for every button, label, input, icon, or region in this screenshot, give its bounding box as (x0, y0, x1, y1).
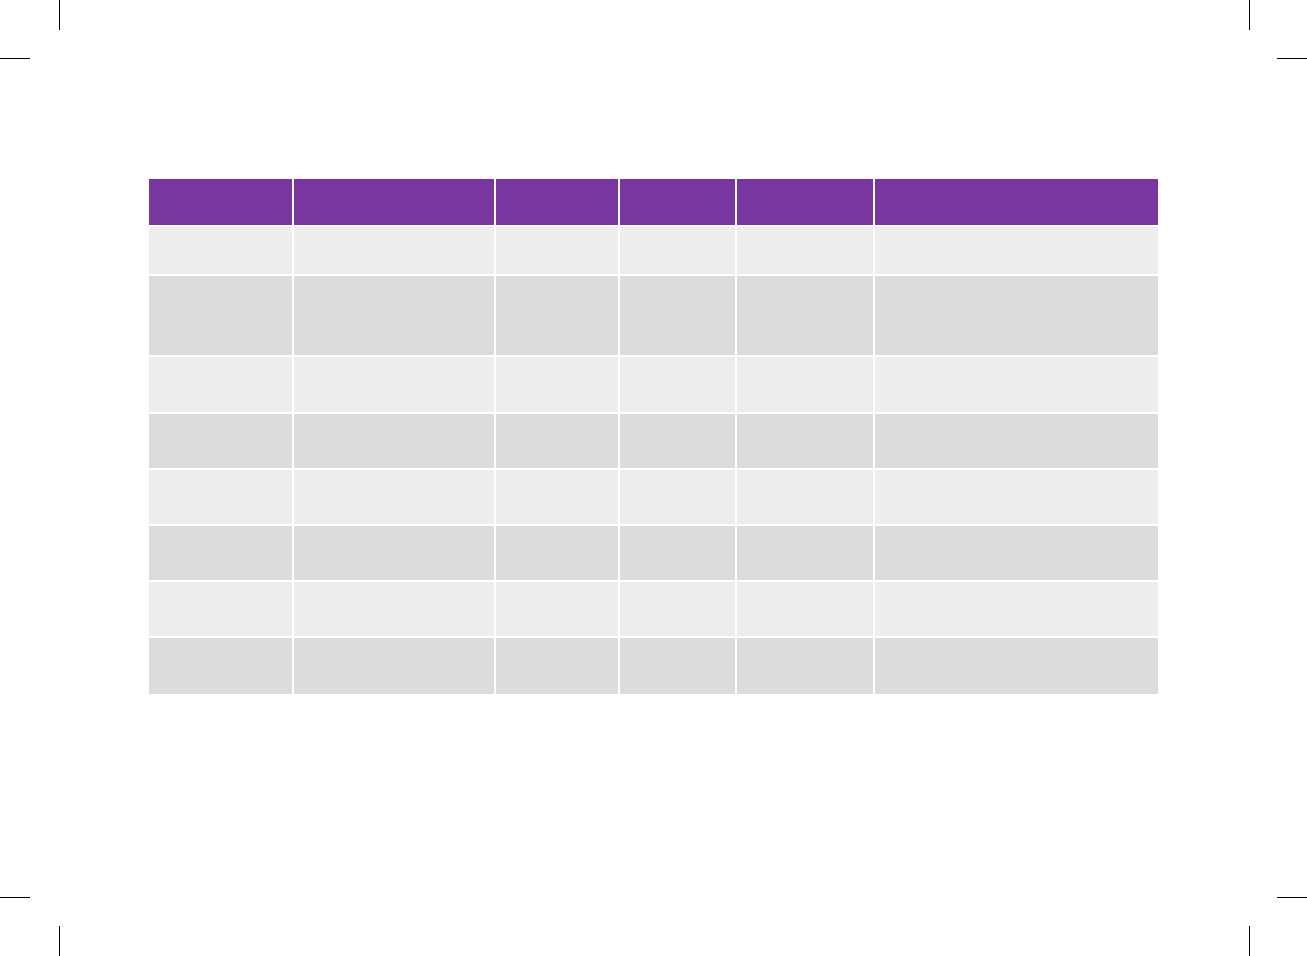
table-row (149, 636, 1158, 694)
table-cell (292, 636, 496, 694)
crop-mark-bottom-left-vertical (59, 926, 60, 956)
crop-mark-top-right-horizontal (1277, 58, 1307, 59)
table-cell (873, 355, 1158, 414)
table-cell (494, 468, 620, 526)
table-cell (873, 580, 1158, 638)
crop-mark-bottom-right-horizontal (1277, 897, 1307, 898)
table-cell (873, 636, 1158, 694)
table-body (149, 225, 1158, 694)
table-cell (149, 274, 294, 357)
table-cell (735, 636, 875, 694)
table-row (149, 524, 1158, 582)
table-header (149, 179, 1158, 227)
table-cell (292, 274, 496, 357)
table-cell (494, 580, 620, 638)
header-cell-5 (735, 179, 875, 227)
table-cell (494, 274, 620, 357)
table-row (149, 412, 1158, 470)
table-cell (735, 225, 875, 276)
table-cell (618, 580, 737, 638)
header-cell-6 (873, 179, 1158, 227)
table-cell (149, 524, 294, 582)
table-cell (873, 412, 1158, 470)
table-cell (618, 225, 737, 276)
table-cell (618, 274, 737, 357)
table-cell (873, 274, 1158, 357)
table-row (149, 580, 1158, 638)
table-cell (735, 355, 875, 414)
table-cell (494, 412, 620, 470)
table-row (149, 225, 1158, 276)
table-cell (149, 468, 294, 526)
table-cell (873, 225, 1158, 276)
table-cell (292, 580, 496, 638)
header-row (149, 179, 1158, 227)
table-cell (735, 580, 875, 638)
crop-mark-top-left-vertical (59, 0, 60, 30)
table-cell (149, 355, 294, 414)
header-cell-1 (149, 179, 294, 227)
table-cell (735, 524, 875, 582)
table-cell (618, 524, 737, 582)
crop-mark-bottom-left-horizontal (0, 897, 30, 898)
table-cell (618, 355, 737, 414)
table-cell (494, 225, 620, 276)
table-cell (292, 524, 496, 582)
table-cell (735, 412, 875, 470)
table-cell (873, 468, 1158, 526)
crop-mark-top-left-horizontal (0, 58, 30, 59)
table-cell (494, 524, 620, 582)
table-cell (618, 636, 737, 694)
header-cell-2 (292, 179, 496, 227)
table-row (149, 468, 1158, 526)
table-cell (618, 412, 737, 470)
table-cell (292, 355, 496, 414)
table-cell (292, 468, 496, 526)
table-cell (494, 636, 620, 694)
header-cell-3 (494, 179, 620, 227)
table-cell (149, 580, 294, 638)
table-cell (735, 468, 875, 526)
table-cell (292, 412, 496, 470)
table-cell (494, 355, 620, 414)
table-cell (735, 274, 875, 357)
table-cell (149, 412, 294, 470)
table-row (149, 355, 1158, 414)
crop-mark-bottom-right-vertical (1249, 926, 1250, 956)
table-cell (873, 524, 1158, 582)
table-cell (292, 225, 496, 276)
header-cell-4 (618, 179, 737, 227)
table-cell (149, 225, 294, 276)
table-cell (149, 636, 294, 694)
table-cell (618, 468, 737, 526)
crop-mark-top-right-vertical (1249, 0, 1250, 30)
table-row (149, 274, 1158, 357)
data-table (149, 179, 1158, 694)
